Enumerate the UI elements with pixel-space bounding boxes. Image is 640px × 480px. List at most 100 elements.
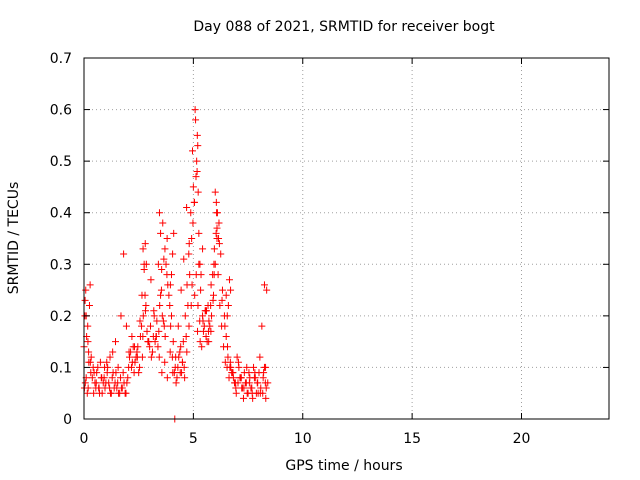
- data-point: [189, 183, 197, 191]
- data-point: [133, 353, 141, 361]
- data-point: [229, 369, 237, 377]
- data-point: [185, 240, 193, 248]
- chart-title: Day 088 of 2021, SRMTID for receiver bog…: [193, 19, 495, 35]
- data-point: [155, 209, 163, 217]
- data-point: [143, 327, 151, 335]
- data-point: [106, 353, 114, 361]
- data-point: [212, 229, 220, 237]
- data-point: [157, 291, 165, 299]
- data-point: [92, 379, 100, 387]
- data-point: [248, 389, 256, 397]
- x-tick-label: 15: [403, 431, 421, 447]
- data-point: [101, 363, 109, 371]
- data-point: [161, 358, 169, 366]
- data-point: [147, 353, 155, 361]
- data-point: [186, 271, 194, 279]
- data-point: [117, 384, 125, 392]
- data-point: [216, 302, 224, 310]
- data-point: [160, 255, 168, 263]
- y-tick-label: 0.7: [50, 51, 72, 67]
- data-point: [174, 322, 182, 330]
- data-point: [194, 188, 202, 196]
- data-point: [193, 167, 201, 175]
- data-point: [136, 363, 144, 371]
- data-point: [114, 363, 122, 371]
- y-tick-label: 0.5: [50, 154, 72, 170]
- grid-lines: [84, 58, 609, 419]
- data-point: [222, 291, 230, 299]
- data-point: [84, 384, 92, 392]
- data-point: [121, 389, 129, 397]
- data-point: [90, 389, 98, 397]
- data-point: [210, 260, 218, 268]
- data-point: [128, 332, 136, 340]
- data-point: [81, 379, 89, 387]
- data-point: [225, 276, 233, 284]
- data-point: [188, 281, 196, 289]
- plot-frame: [83, 57, 610, 420]
- data-point: [213, 209, 221, 217]
- data-point: [84, 338, 92, 346]
- data-point: [183, 204, 191, 212]
- data-point: [205, 338, 213, 346]
- data-points: [80, 106, 272, 423]
- data-point: [180, 363, 188, 371]
- data-point: [167, 322, 175, 330]
- data-point: [188, 235, 196, 242]
- data-point: [163, 235, 171, 242]
- data-point: [157, 286, 165, 294]
- data-point: [114, 379, 122, 387]
- data-point: [195, 229, 203, 237]
- data-point: [179, 338, 187, 346]
- data-point: [212, 198, 220, 206]
- data-point: [95, 384, 103, 392]
- data-point: [199, 245, 207, 253]
- data-point: [125, 363, 133, 371]
- data-point: [243, 363, 251, 371]
- data-point: [245, 369, 253, 377]
- data-point: [193, 131, 201, 139]
- data-point: [262, 384, 270, 392]
- data-point: [112, 338, 119, 346]
- data-point: [245, 379, 253, 387]
- x-tick-label: 5: [189, 431, 198, 447]
- data-point: [123, 379, 131, 387]
- data-point: [101, 384, 109, 392]
- data-point: [232, 384, 240, 392]
- data-point: [215, 240, 223, 248]
- data-point: [187, 209, 195, 217]
- x-tick-label: 10: [294, 431, 312, 447]
- data-point: [138, 291, 146, 299]
- data-point: [83, 389, 91, 397]
- data-point: [82, 286, 90, 294]
- data-point: [88, 374, 96, 382]
- data-point: [187, 302, 195, 310]
- data-point: [256, 353, 264, 361]
- data-point: [206, 322, 214, 330]
- data-point: [234, 358, 242, 366]
- data-point: [177, 286, 185, 294]
- data-point: [221, 322, 229, 330]
- y-tick-label: 0.2: [50, 309, 72, 325]
- data-point: [106, 389, 114, 397]
- data-point: [224, 353, 232, 361]
- data-point: [218, 286, 226, 294]
- data-point: [94, 363, 102, 371]
- data-point: [183, 348, 191, 356]
- data-point: [259, 374, 267, 382]
- data-point: [98, 374, 106, 382]
- data-point: [122, 322, 130, 330]
- data-point: [223, 312, 231, 320]
- data-point: [202, 332, 210, 340]
- data-point: [157, 229, 165, 237]
- data-point: [136, 317, 144, 325]
- x-tick-label: 0: [80, 431, 89, 447]
- data-point: [158, 265, 166, 273]
- data-point: [110, 384, 118, 392]
- data-point: [87, 369, 95, 377]
- data-point: [210, 245, 218, 253]
- data-point: [139, 312, 147, 320]
- data-point: [162, 260, 170, 268]
- data-point: [224, 302, 232, 310]
